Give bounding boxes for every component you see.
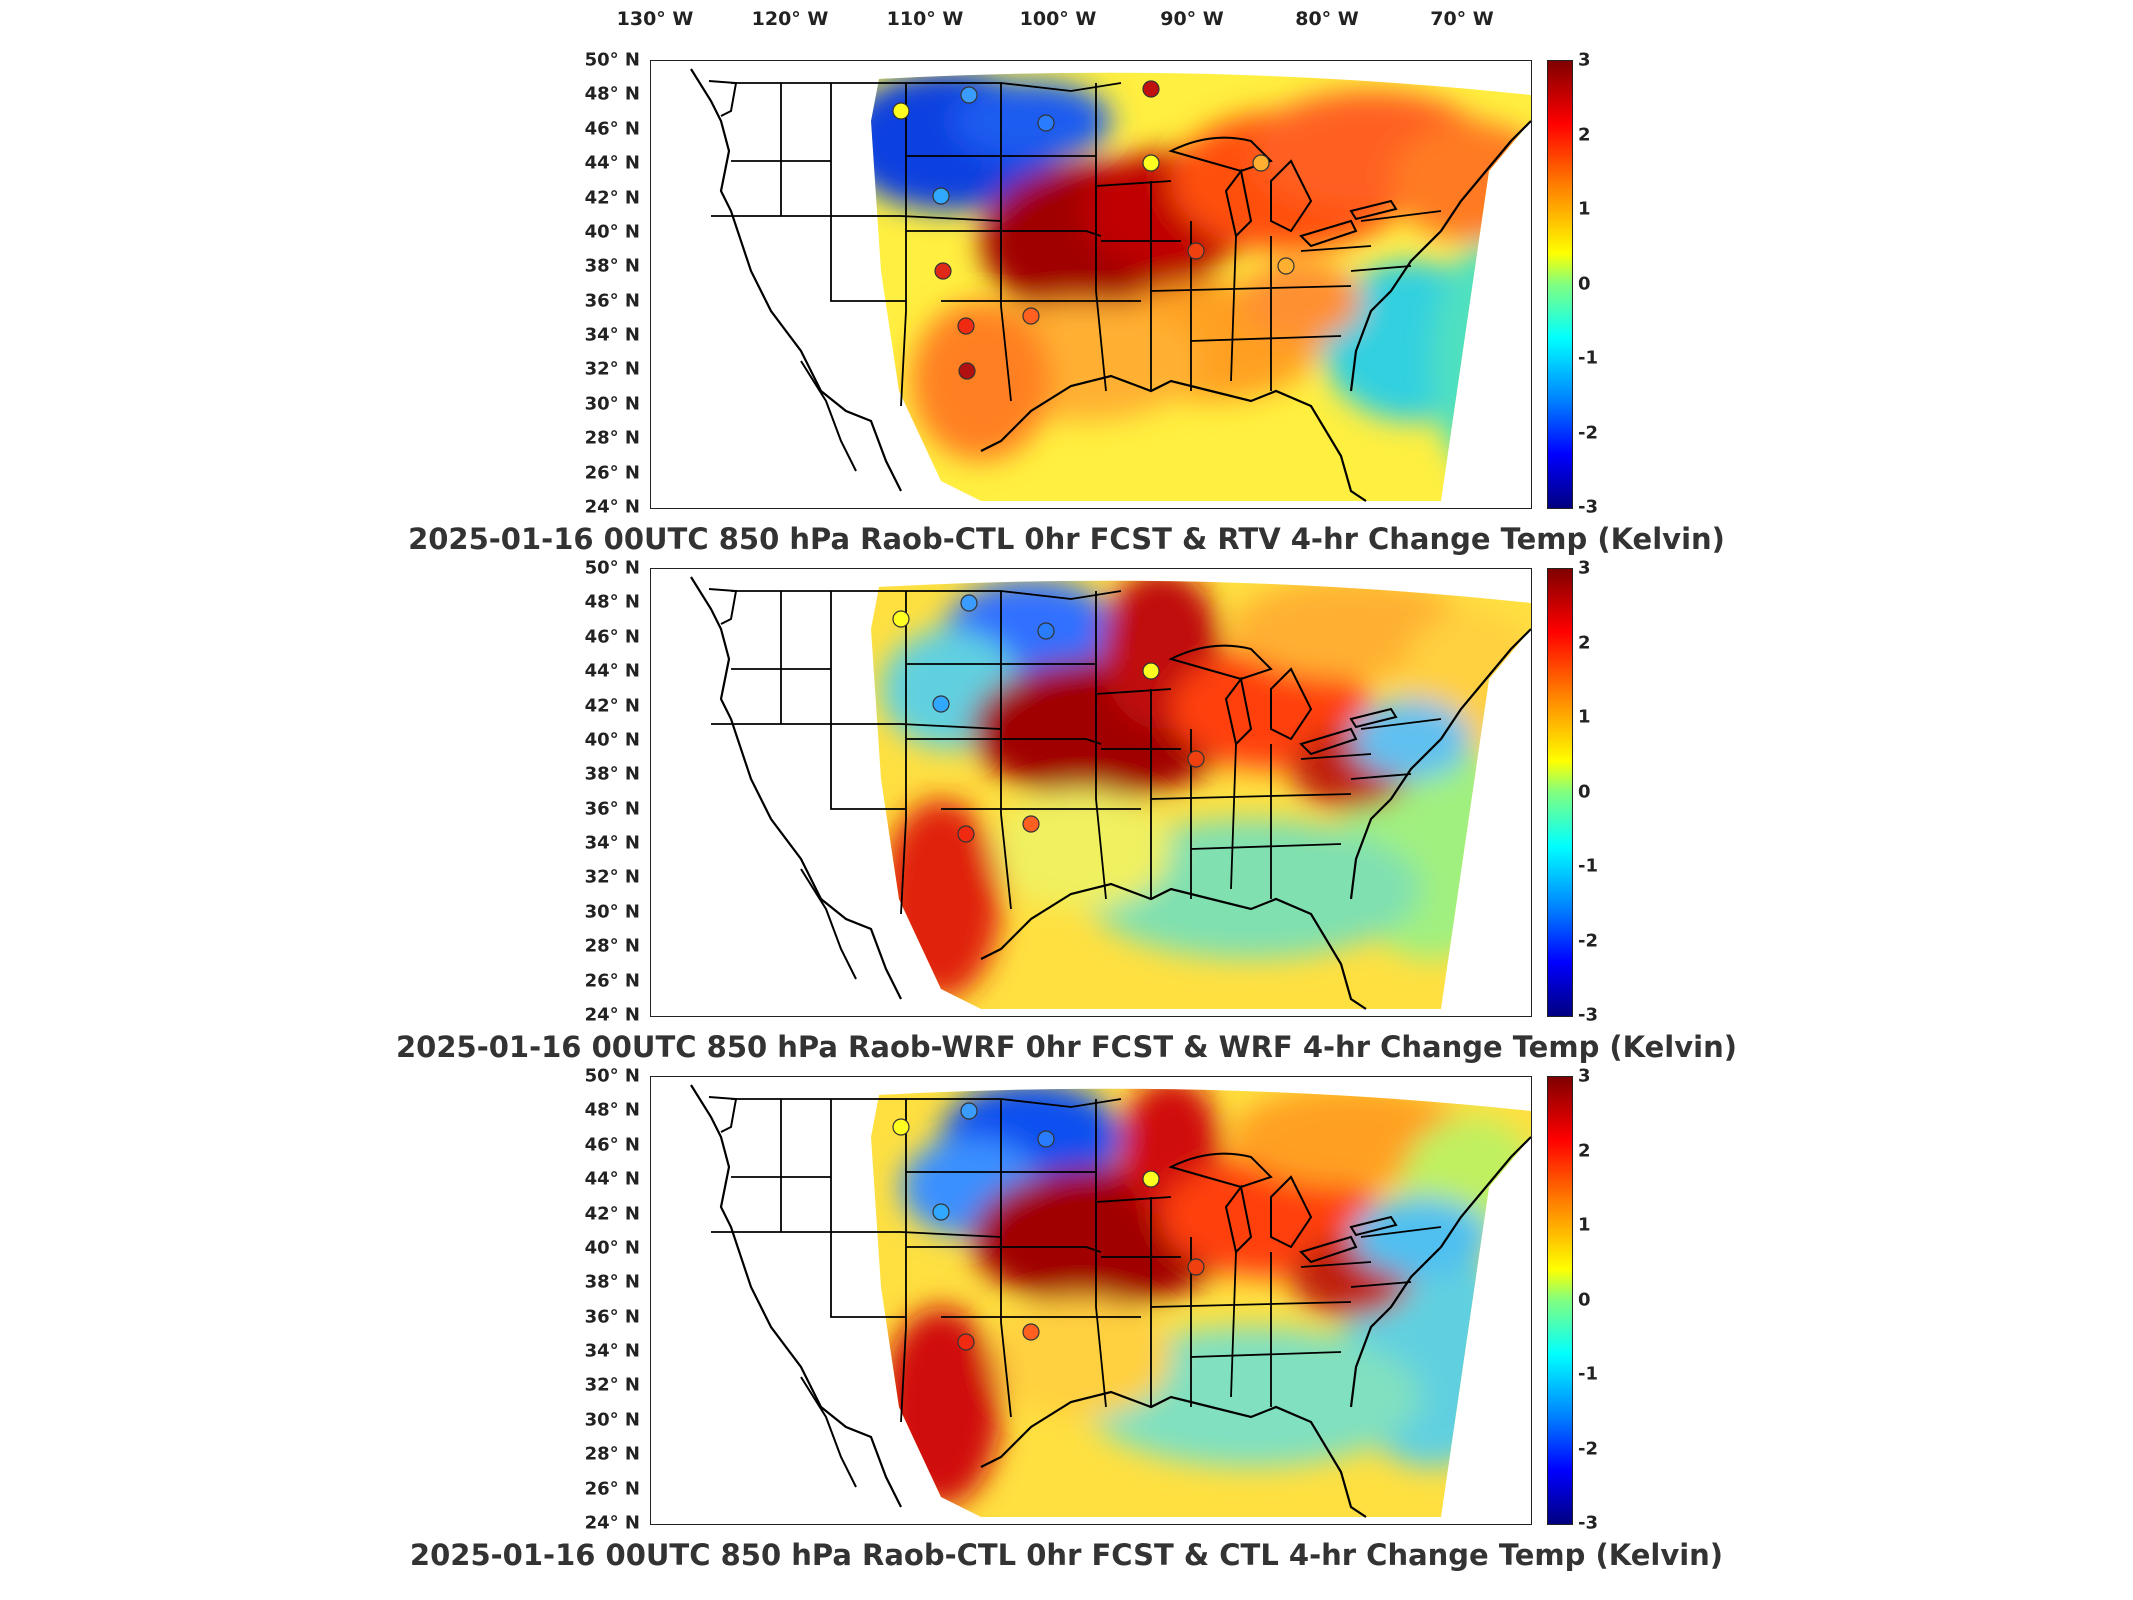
latitude-label: 46° N: [584, 1134, 640, 1156]
colorbar-tick-label: 1: [1578, 706, 1591, 728]
colorbar-tick-label: 1: [1578, 198, 1591, 220]
latitude-label: 44° N: [584, 1168, 640, 1190]
latitude-label: 44° N: [584, 152, 640, 174]
colorbar: [1547, 1076, 1573, 1525]
colorbar-tick-label: -1: [1578, 347, 1598, 369]
latitude-label: 38° N: [584, 763, 640, 785]
panel-title: 2025-01-16 00UTC 850 hPa Raob-CTL 0hr FC…: [408, 522, 1725, 556]
panel-title: 2025-01-16 00UTC 850 hPa Raob-WRF 0hr FC…: [395, 1030, 1737, 1064]
latitude-label: 46° N: [584, 626, 640, 648]
latitude-label: 34° N: [584, 324, 640, 346]
colorbar-tick-label: 0: [1578, 273, 1591, 294]
colorbar-tick-label: -2: [1578, 1438, 1598, 1459]
temperature-field-map: [651, 61, 1531, 508]
latitude-label: 36° N: [584, 290, 640, 312]
latitude-label: 50° N: [584, 557, 640, 579]
latitude-label: 42° N: [584, 1203, 640, 1225]
temperature-field-map: [651, 1077, 1531, 1524]
latitude-label: 42° N: [584, 187, 640, 209]
temperature-field-map: [651, 569, 1531, 1016]
latitude-label: 34° N: [584, 832, 640, 854]
latitude-label: 44° N: [584, 660, 640, 682]
colorbar: [1547, 60, 1573, 509]
colorbar-tick-label: -1: [1578, 855, 1598, 877]
latitude-label: 42° N: [584, 695, 640, 717]
latitude-label: 40° N: [584, 221, 640, 243]
colorbar-tick-label: -2: [1578, 930, 1598, 951]
colorbar-tick-label: -3: [1578, 1004, 1598, 1026]
latitude-label: 28° N: [584, 1443, 640, 1465]
latitude-label: 40° N: [584, 1237, 640, 1259]
colorbar-tick-label: 1: [1578, 1214, 1591, 1236]
latitude-label: 24° N: [584, 1004, 640, 1026]
map-plot-area: [650, 568, 1532, 1017]
colorbar-tick-label: 0: [1578, 1289, 1591, 1310]
colorbar-tick-label: 3: [1578, 49, 1591, 71]
panel-title: 2025-01-16 00UTC 850 hPa Raob-CTL 0hr FC…: [409, 1538, 1724, 1572]
colorbar-tick-label: -2: [1578, 422, 1598, 443]
latitude-label: 24° N: [584, 1512, 640, 1534]
colorbar-tick-label: 3: [1578, 1065, 1591, 1087]
latitude-label: 30° N: [584, 901, 640, 923]
colorbar-tick-label: -3: [1578, 1512, 1598, 1534]
latitude-label: 36° N: [584, 798, 640, 820]
latitude-label: 26° N: [584, 462, 640, 484]
latitude-label: 32° N: [584, 1374, 640, 1396]
longitude-label: 70° W: [1430, 8, 1494, 30]
longitude-label: 90° W: [1160, 8, 1224, 30]
latitude-label: 50° N: [584, 1065, 640, 1087]
longitude-label: 110° W: [886, 8, 964, 30]
latitude-label: 28° N: [584, 427, 640, 449]
latitude-label: 28° N: [584, 935, 640, 957]
map-plot-area: [650, 60, 1532, 509]
latitude-label: 48° N: [584, 591, 640, 613]
map-plot-area: [650, 1076, 1532, 1525]
colorbar-tick-label: -1: [1578, 1363, 1598, 1385]
longitude-label: 130° W: [616, 8, 694, 30]
longitude-label: 80° W: [1295, 8, 1359, 30]
latitude-label: 50° N: [584, 49, 640, 71]
longitude-label: 120° W: [751, 8, 829, 30]
colorbar-tick-label: 0: [1578, 781, 1591, 802]
colorbar-tick-label: -3: [1578, 496, 1598, 518]
latitude-label: 32° N: [584, 358, 640, 380]
longitude-label: 100° W: [1019, 8, 1097, 30]
colorbar: [1547, 568, 1573, 1017]
latitude-label: 38° N: [584, 255, 640, 277]
colorbar-tick-label: 3: [1578, 557, 1591, 579]
colorbar-tick-label: 2: [1578, 632, 1591, 653]
latitude-label: 46° N: [584, 118, 640, 140]
latitude-label: 40° N: [584, 729, 640, 751]
latitude-label: 34° N: [584, 1340, 640, 1362]
latitude-label: 48° N: [584, 1099, 640, 1121]
latitude-label: 32° N: [584, 866, 640, 888]
latitude-label: 48° N: [584, 83, 640, 105]
latitude-label: 36° N: [584, 1306, 640, 1328]
colorbar-tick-label: 2: [1578, 124, 1591, 145]
latitude-label: 30° N: [584, 1409, 640, 1431]
latitude-label: 38° N: [584, 1271, 640, 1293]
latitude-label: 26° N: [584, 970, 640, 992]
latitude-label: 24° N: [584, 496, 640, 518]
latitude-label: 26° N: [584, 1478, 640, 1500]
colorbar-tick-label: 2: [1578, 1140, 1591, 1161]
latitude-label: 30° N: [584, 393, 640, 415]
